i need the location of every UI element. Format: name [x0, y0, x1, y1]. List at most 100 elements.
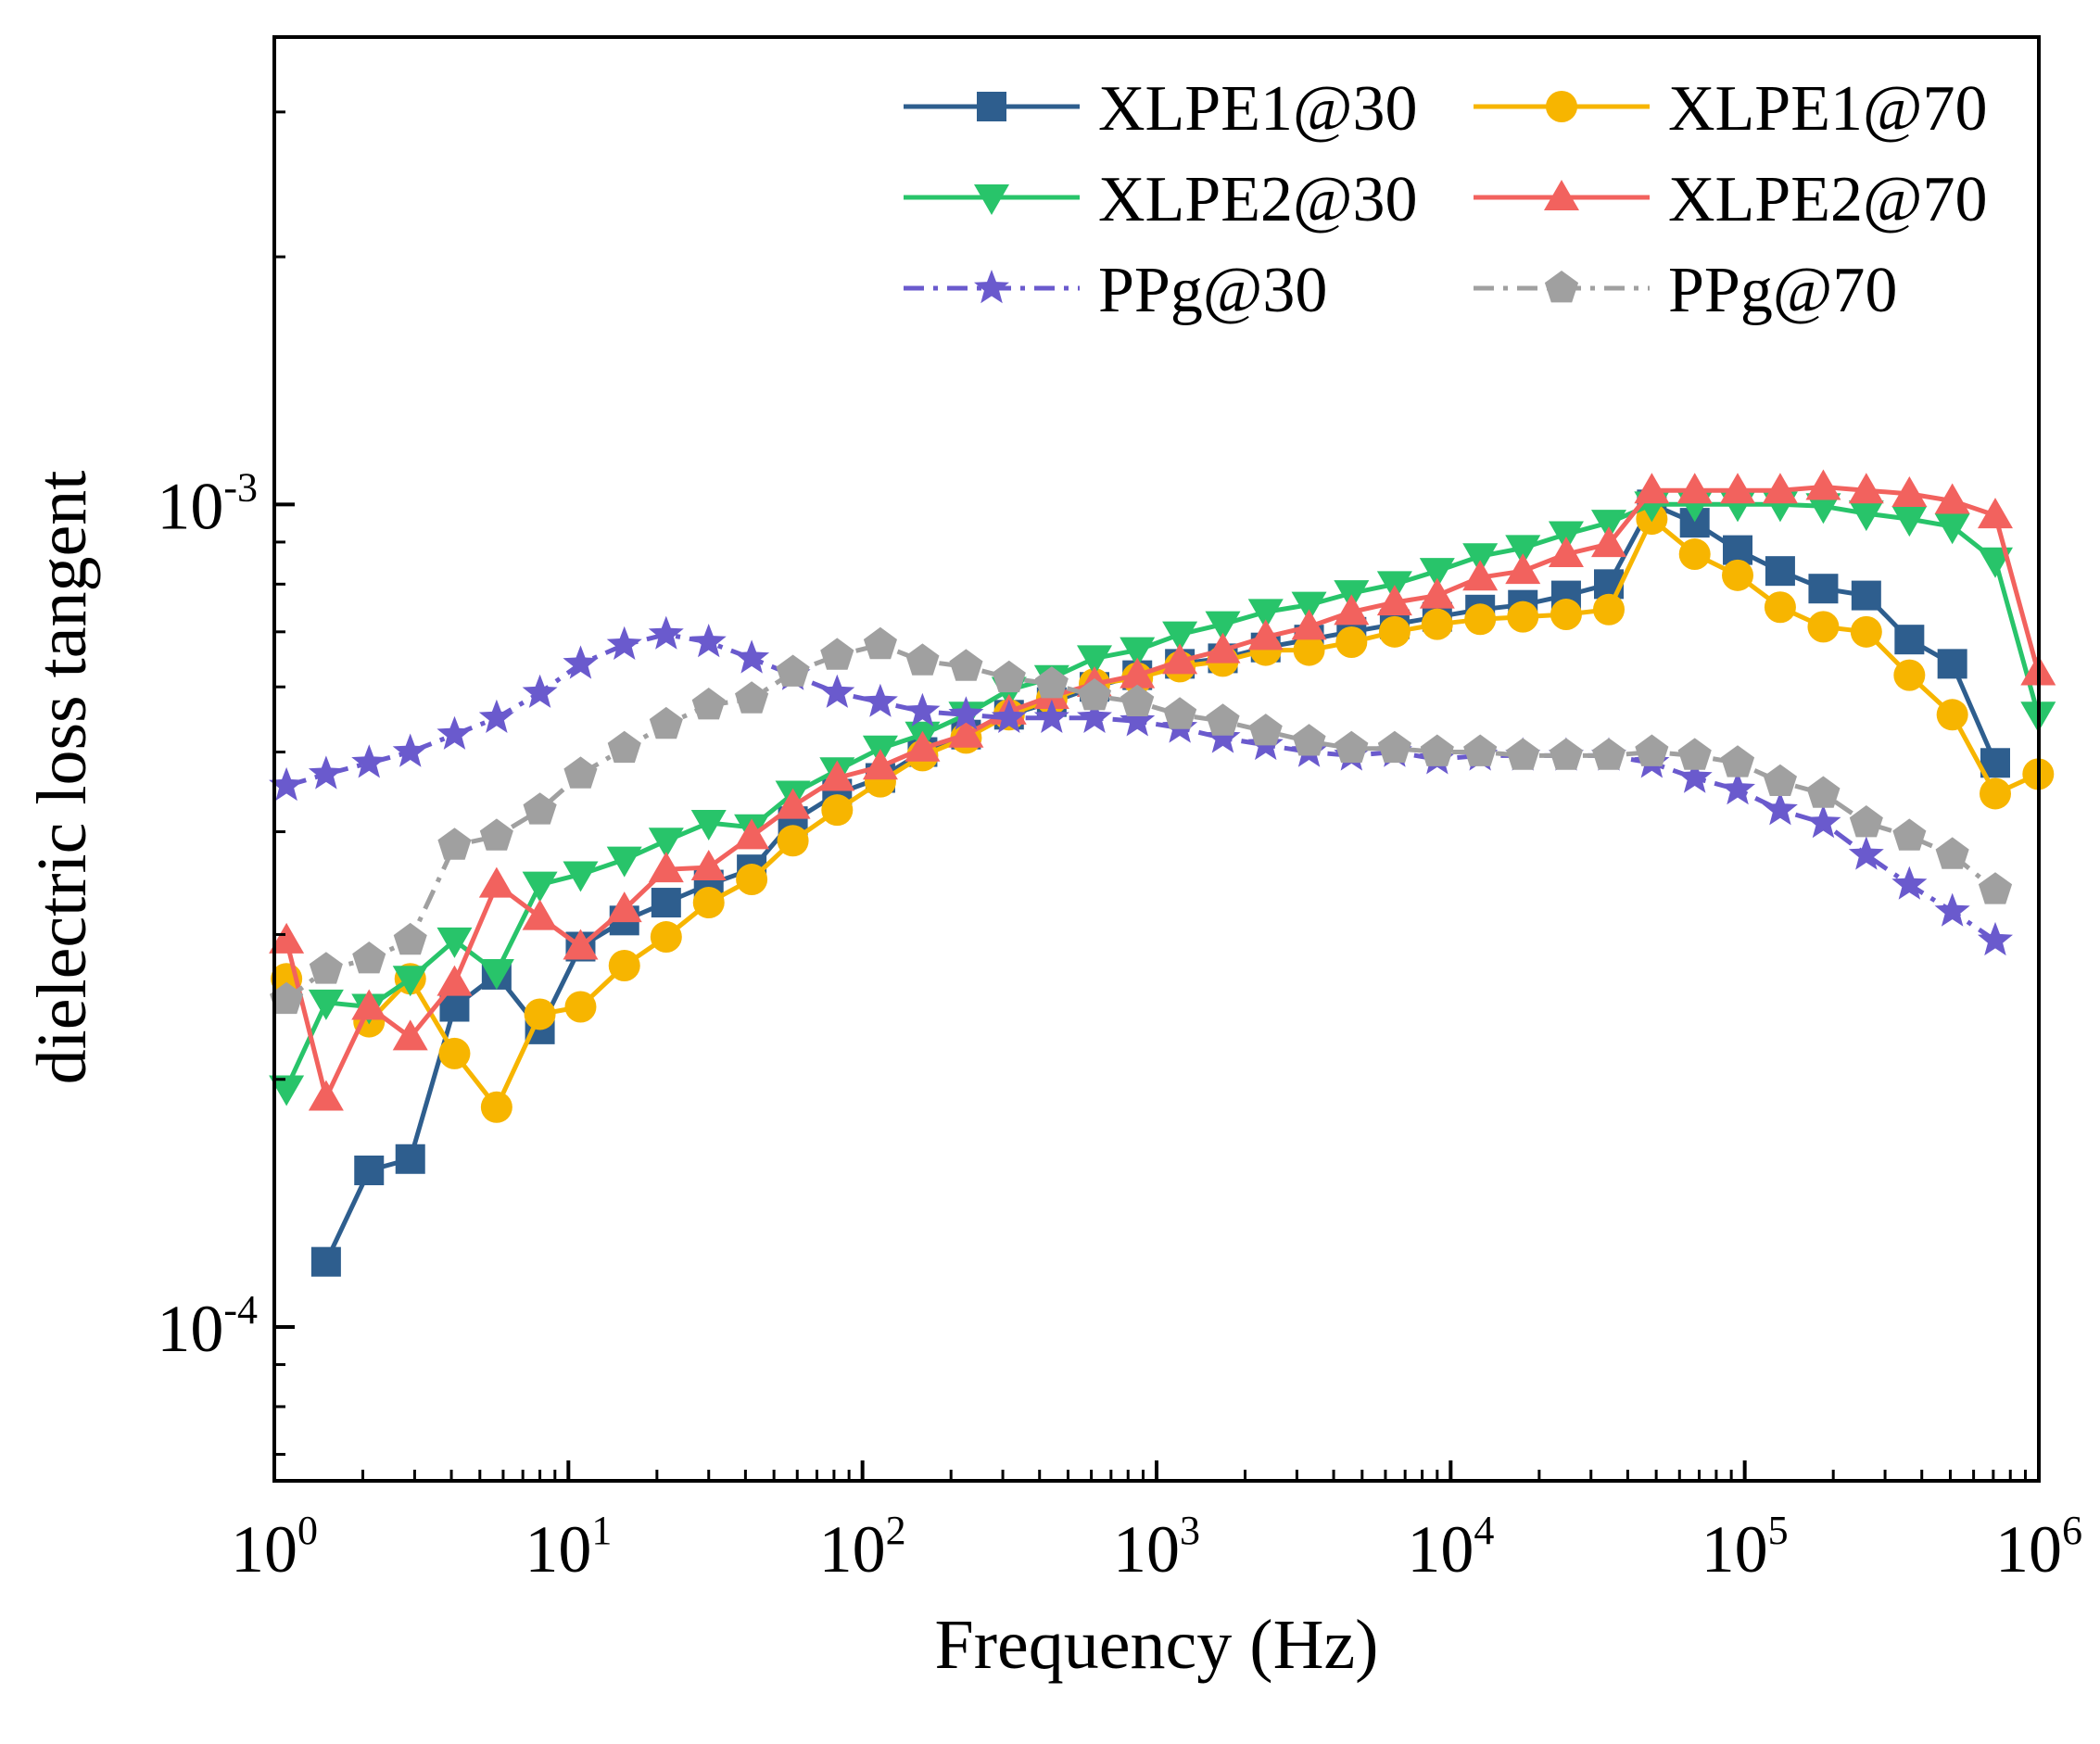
data-point — [1720, 745, 1755, 777]
data-point — [1421, 608, 1453, 640]
data-point — [1593, 593, 1626, 626]
data-point — [524, 998, 556, 1030]
data-point — [1033, 699, 1069, 733]
data-point — [1934, 513, 1970, 545]
data-point — [1805, 804, 1841, 839]
data-point — [392, 1019, 428, 1051]
data-point — [1378, 615, 1411, 648]
data-point — [819, 760, 855, 791]
data-point — [1934, 483, 1970, 514]
data-point — [522, 899, 558, 930]
data-point — [1163, 697, 1197, 729]
data-point — [948, 696, 984, 730]
data-point — [352, 942, 386, 974]
data-point — [1507, 600, 1539, 633]
data-point — [820, 638, 854, 670]
legend-label: PPg@30 — [1098, 255, 1327, 326]
data-point — [1934, 892, 1970, 927]
data-point — [691, 688, 726, 720]
data-point — [1893, 659, 1926, 691]
y-tick-label: 10-4 — [157, 1287, 258, 1366]
data-point — [692, 887, 725, 919]
legend-item: PPg@30 — [904, 255, 1327, 326]
data-point — [690, 624, 727, 658]
series-layer — [269, 469, 2056, 1277]
data-point — [905, 730, 941, 762]
data-point — [1891, 475, 1928, 507]
data-point — [1205, 632, 1241, 663]
data-point — [1247, 599, 1284, 630]
data-point — [1935, 837, 1969, 869]
data-point — [821, 794, 854, 827]
legend-label: XLPE1@30 — [1098, 73, 1417, 145]
data-point — [1720, 771, 1755, 805]
data-point — [1291, 609, 1327, 640]
data-point — [1850, 615, 1882, 648]
data-point — [309, 952, 343, 984]
data-point — [392, 733, 428, 767]
legend-marker — [1546, 91, 1577, 122]
data-point — [1248, 714, 1283, 746]
data-point — [1077, 678, 1112, 711]
data-point — [1292, 724, 1326, 756]
data-point — [1206, 703, 1240, 736]
data-point — [1891, 866, 1928, 900]
data-point — [437, 828, 472, 860]
data-point — [606, 891, 642, 923]
data-point — [1677, 738, 1712, 770]
data-point — [905, 692, 941, 727]
data-point — [1762, 791, 1798, 826]
data-point — [1247, 619, 1284, 651]
data-point — [1419, 558, 1455, 589]
data-point — [1894, 625, 1925, 655]
data-point — [1120, 637, 1156, 668]
data-point — [1848, 473, 1884, 504]
data-point — [1034, 666, 1069, 699]
x-tick-label: 106 — [1995, 1508, 2082, 1586]
x-tick-label: 100 — [231, 1508, 318, 1586]
data-point — [775, 788, 811, 819]
data-point — [736, 864, 768, 896]
data-point — [862, 749, 898, 780]
x-tick-label: 102 — [819, 1508, 906, 1586]
data-point — [1377, 730, 1411, 764]
y-axis-title: dielectric loss tangent — [23, 471, 101, 1085]
legend-label: PPg@70 — [1668, 255, 1897, 326]
data-point — [1162, 621, 1198, 652]
data-point — [1077, 645, 1113, 676]
data-point — [777, 825, 809, 857]
data-point — [1676, 759, 1713, 793]
legend-marker — [974, 270, 1009, 304]
data-point — [1591, 738, 1626, 770]
data-point — [1505, 535, 1541, 566]
legend-item: PPg@70 — [1474, 255, 1897, 326]
data-point — [1722, 559, 1754, 591]
legend-label: XLPE2@70 — [1668, 164, 1987, 235]
data-point — [563, 861, 599, 892]
data-point — [1678, 538, 1711, 571]
data-point — [1462, 560, 1499, 591]
data-point — [690, 850, 727, 881]
data-point — [1979, 777, 2011, 810]
data-point — [1548, 521, 1584, 552]
data-point — [1591, 526, 1627, 558]
data-point — [991, 699, 1027, 733]
data-point — [270, 981, 304, 1015]
data-point — [1550, 599, 1582, 631]
y-tick-label: 10-3 — [157, 464, 258, 543]
x-tick-label: 101 — [525, 1508, 612, 1586]
data-point — [563, 756, 598, 789]
data-point — [1720, 473, 1756, 504]
data-point — [1334, 594, 1370, 626]
data-point — [269, 922, 305, 954]
legend-item: XLPE1@70 — [1474, 73, 1987, 145]
data-point — [649, 706, 683, 739]
data-point — [269, 766, 305, 802]
data-point — [479, 818, 513, 851]
data-point — [478, 699, 514, 733]
data-point — [1077, 699, 1112, 733]
data-point — [1505, 553, 1541, 585]
series-line — [284, 501, 2041, 1090]
data-point — [1851, 580, 1881, 611]
